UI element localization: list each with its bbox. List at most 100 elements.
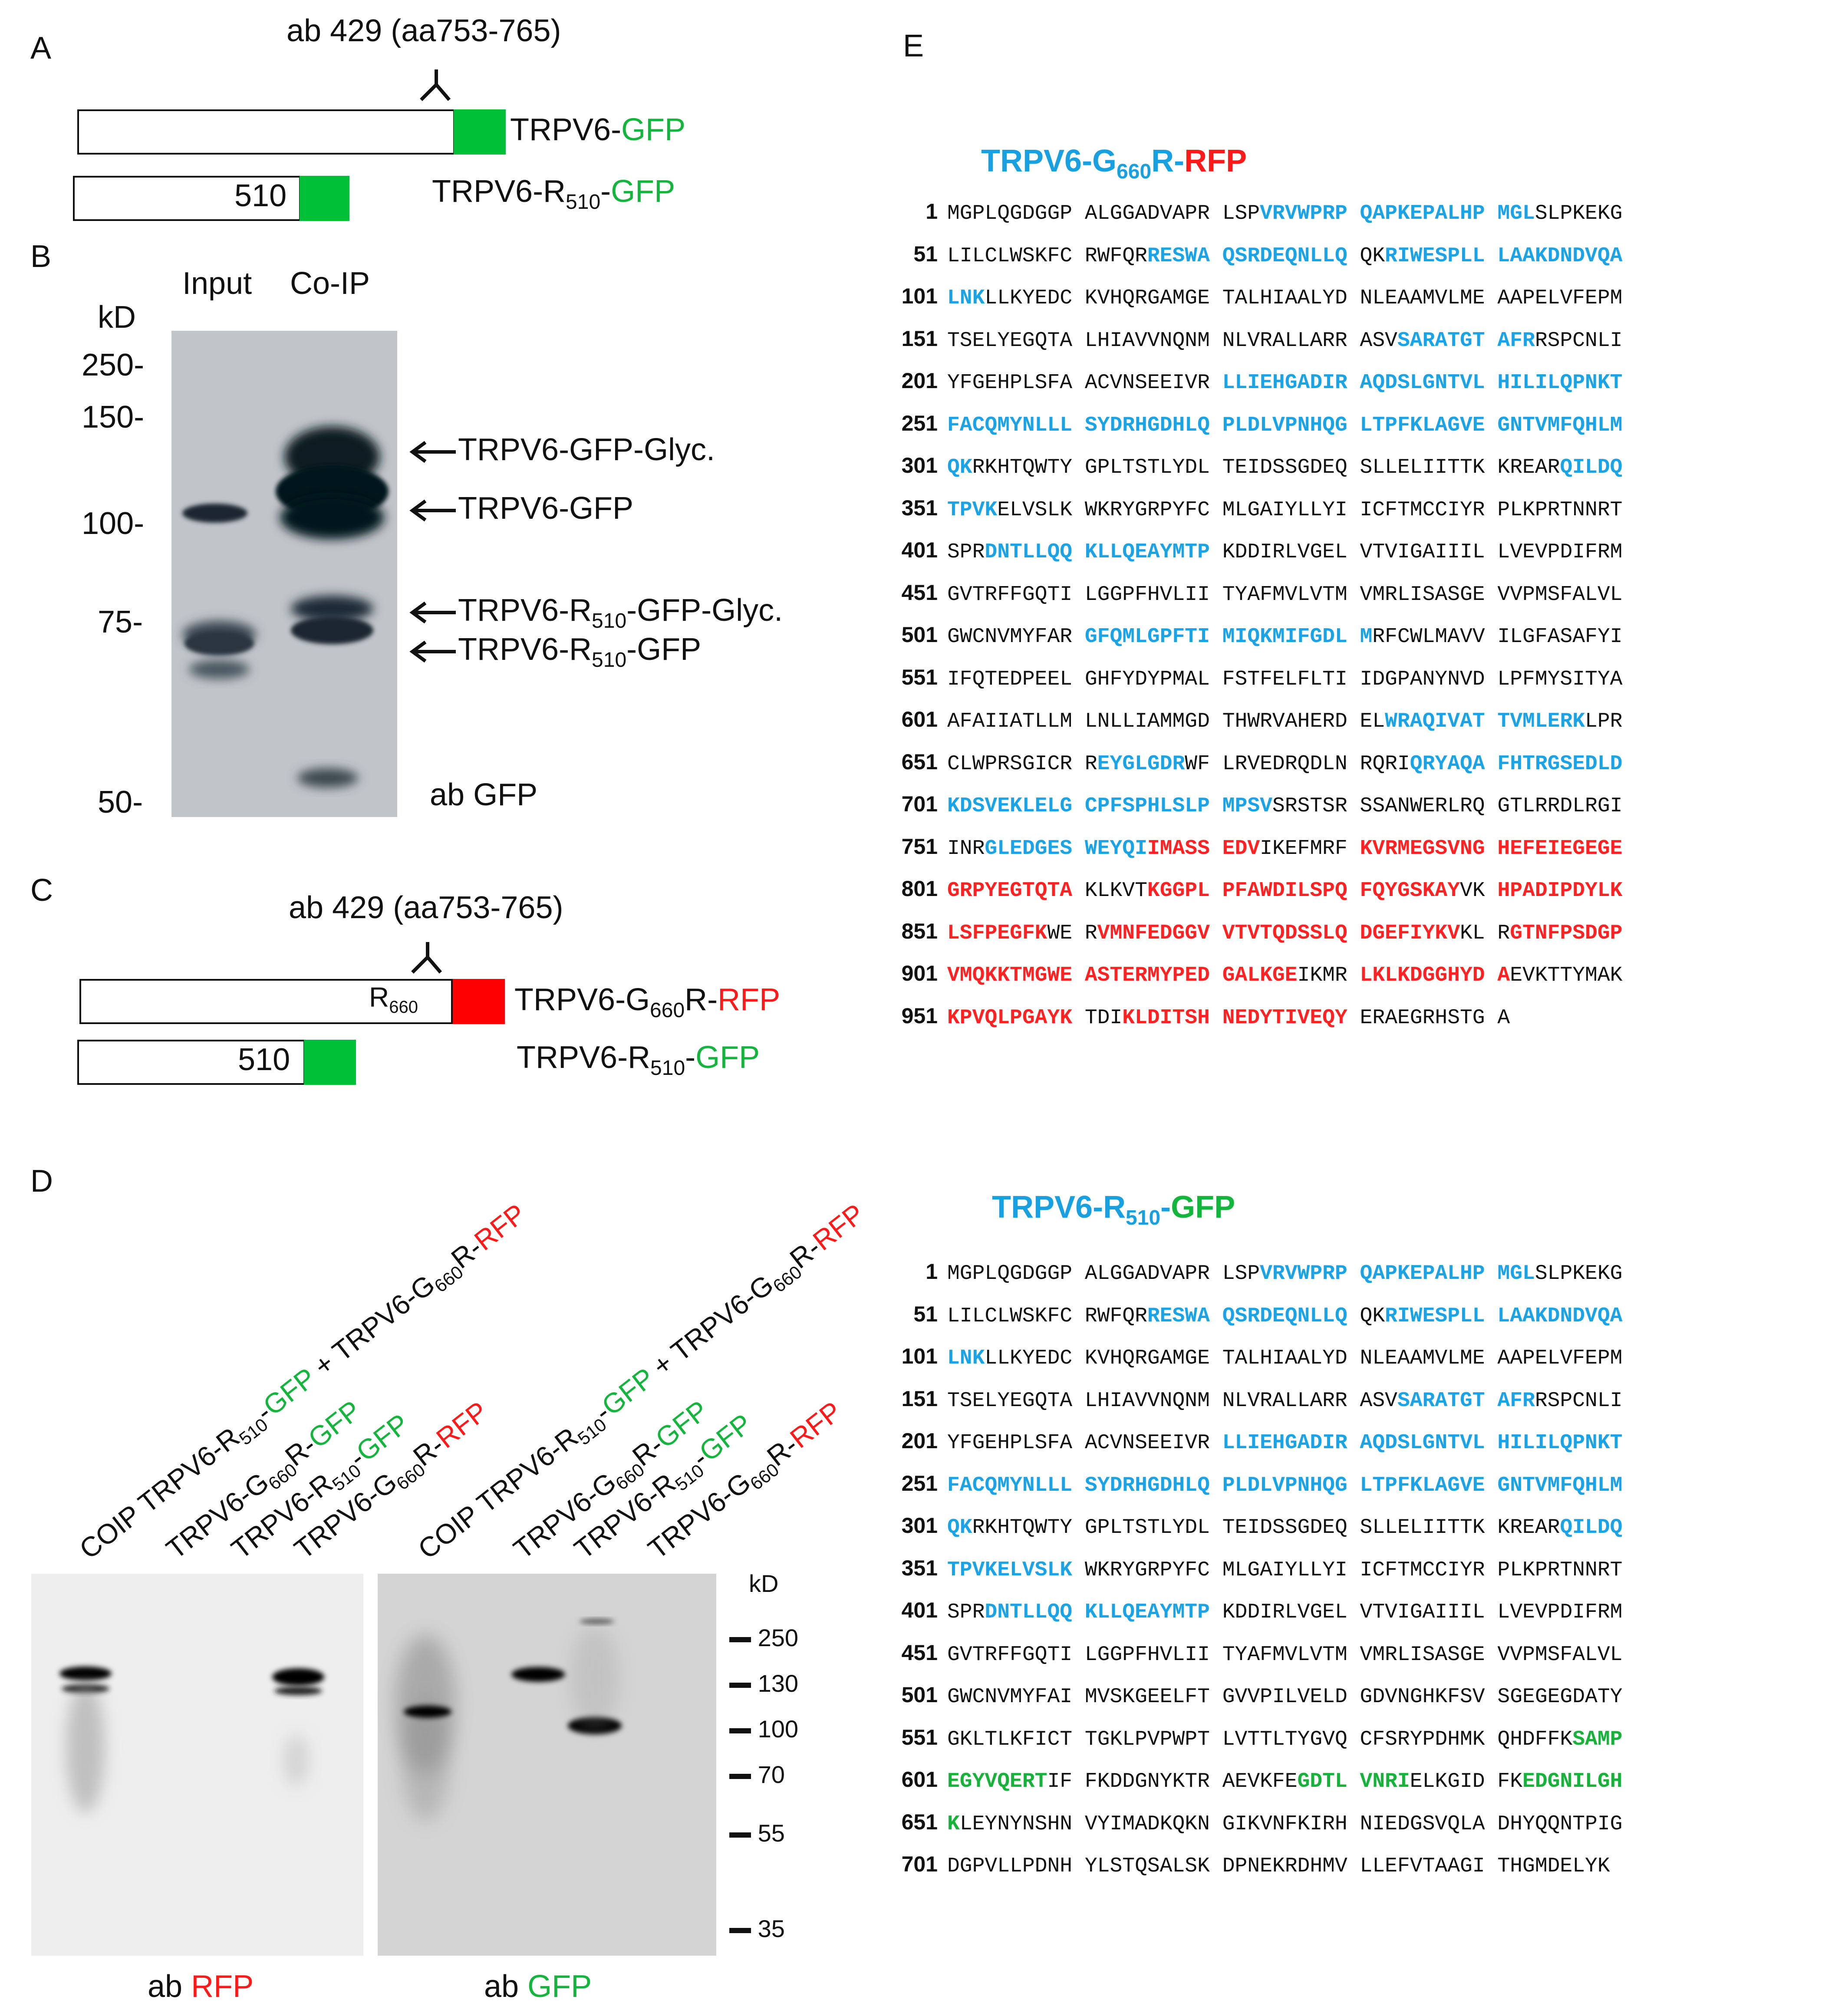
western-blot-rfp	[31, 1574, 363, 1956]
panel-a-letter: A	[30, 31, 52, 66]
panel-b-letter: B	[30, 239, 52, 274]
trpv6-r510-gfp-label: TRPV6-R510-GFP	[432, 174, 675, 214]
d-marker-70: 70	[729, 1760, 785, 1789]
sequence-row-text: MGPLQGDGGP ALGGADVAPR LSPVRVWPRP QAPKEPA…	[947, 1262, 1623, 1285]
sequence-row-text: GVTRFFGQTI LGGPFHVLII TYAFMVLVTM VMRLISA…	[947, 583, 1623, 606]
band-glyc-label: TRPV6-GFP-Glyc.	[406, 432, 715, 468]
arrow-icon	[409, 499, 456, 522]
sequence-row: 401 SPRDNTLLQQ KLLQEAYMTP KDDIRLVGEL VTVI…	[873, 537, 1623, 564]
position-510-label-c: 510	[238, 1042, 290, 1077]
sequence-row-text: GKLTLKFICT TGKLPVPWPT LVTTLTYGVQ CFSRYPD…	[947, 1727, 1623, 1751]
sequence-row: 601 EGYVQERTIF FKDDGNYKTR AEVKFEGDTL VNRI…	[873, 1767, 1623, 1793]
sequence-row-text: FACQMYNLLL SYDRHGDHLQ PLDLVPNHQG LTPFKLA…	[947, 413, 1623, 437]
marker-250: 250-	[82, 348, 145, 382]
sequence-row-number: 101	[901, 1344, 938, 1368]
position-510-label: 510	[234, 178, 287, 213]
sequence-row-text: GRPYEGTQTA KLKVTKGGPL PFAWDILSPQ FQYGSKA…	[947, 879, 1623, 903]
sequence-row-text: QKRKHTQWTY GPLTSTLYDL TEIDSSGDEQ SLLELII…	[947, 456, 1623, 479]
sequence-row-text: IFQTEDPEEL GHFYDYPMAL FSTFELFLTI IDGPANY…	[947, 667, 1623, 691]
sequence-row-text: YFGEHPLSFA ACVNSEEIVR LLIEHGADIR AQDSLGN…	[947, 371, 1623, 395]
sequence-row-text: LILCLWSKFC RWFQRRESWA QSRDEQNLLQ QKRIWES…	[947, 1304, 1623, 1328]
sequence-row-number: 1	[926, 1259, 938, 1284]
sequence-row-number: 951	[901, 1003, 938, 1028]
sequence-row-number: 851	[901, 919, 938, 943]
sequence-row-text: SPRDNTLLQQ KLLQEAYMTP KDDIRLVGEL VTVIGAI…	[947, 1601, 1623, 1624]
marker-50: 50-	[98, 785, 143, 820]
sequence-row: 201 YFGEHPLSFA ACVNSEEIVR LLIEHGADIR AQDS…	[873, 1428, 1623, 1455]
sequence-row-number: 201	[901, 1429, 938, 1453]
band-r510-glyc-label: TRPV6-R510-GFP-Glyc.	[406, 593, 783, 633]
sequence-row: 751 INRGLEDGES WEYQIIMASS EDVIKEFMRF KVRM…	[873, 834, 1623, 860]
trpv6-r510-gfp-bar	[73, 176, 301, 221]
sequence-row: 551 IFQTEDPEEL GHFYDYPMAL FSTFELFLTI IDGP…	[873, 665, 1623, 691]
sequence-row-text: YFGEHPLSFA ACVNSEEIVR LLIEHGADIR AQDSLGN…	[947, 1431, 1623, 1455]
sequence-row-text: INRGLEDGES WEYQIIMASS EDVIKEFMRF KVRMEGS…	[947, 837, 1623, 860]
sequence-row: 51 LILCLWSKFC RWFQRRESWA QSRDEQNLLQ QKRIW…	[873, 241, 1622, 268]
sequence-row: 301 QKRKHTQWTY GPLTSTLYDL TEIDSSGDEQ SLLE…	[873, 453, 1623, 479]
sequence-row: 451 GVTRFFGQTI LGGPFHVLII TYAFMVLVTM VMRL…	[873, 1640, 1623, 1667]
sequence-row: 151 TSELYEGQTA LHIAVVNQNM NLVRALLARR ASVS…	[873, 326, 1623, 353]
sequence-row-text: QKRKHTQWTY GPLTSTLYDL TEIDSSGDEQ SLLELII…	[947, 1516, 1623, 1539]
sequence-row-number: 651	[901, 1809, 938, 1834]
sequence-row: 651 KLEYNYNSHN VYIMADKQKN GIKVNFKIRH NIED…	[873, 1809, 1623, 1836]
sequence-row-number: 501	[901, 623, 938, 647]
sequence-row-text: CLWPRSGICR REYGLGDRWF LRVEDRQDLN RQRIQRY…	[947, 752, 1623, 776]
sequence-row: 1 MGPLQGDGGP ALGGADVAPR LSPVRVWPRP QAPKEP…	[873, 199, 1622, 225]
panel-d-letter: D	[30, 1164, 53, 1199]
d-marker-35: 35	[729, 1914, 785, 1943]
trpv6-gfp-bar	[77, 109, 455, 155]
sequence-row-number: 651	[901, 749, 938, 774]
sequence-row-number: 301	[901, 1513, 938, 1538]
sequence-row: 701 DGPVLLPDNH YLSTQSALSK DPNEKRDHMV LLEF…	[873, 1852, 1610, 1878]
sequence-row-text: KPVQLPGAYK TDIKLDITSH NEDYTIVEQY ERAEGRH…	[947, 1006, 1510, 1030]
sequence-row-number: 601	[901, 1767, 938, 1792]
panel-e-letter: E	[903, 29, 924, 63]
sequence-row-number: 351	[901, 1555, 938, 1580]
seq1-title: TRPV6-G660R-RFP	[981, 144, 1247, 183]
sequence-row-text: KDSVEKLELG CPFSPHLSLP MPSVSRSTSR SSANWER…	[947, 794, 1623, 818]
rfp-tag-box	[453, 979, 505, 1024]
sequence-row: 551 GKLTLKFICT TGKLPVPWPT LVTTLTYGVQ CFSR…	[873, 1725, 1623, 1751]
sequence-row: 801 GRPYEGTQTA KLKVTKGGPL PFAWDILSPQ FQYG…	[873, 876, 1623, 903]
panel-b-antibody: ab GFP	[430, 778, 538, 812]
arrow-icon	[409, 441, 456, 463]
sequence-row-text: TSELYEGQTA LHIAVVNQNM NLVRALLARR ASVSARA…	[947, 329, 1623, 353]
sequence-row-number: 151	[901, 1386, 938, 1411]
sequence-row-number: 251	[901, 1471, 938, 1496]
sequence-row-text: LSFPEGFKWE RVMNFEDGGV VTVTQDSSLQ DGEFIYK…	[947, 921, 1623, 945]
sequence-row-text: TPVKELVSLK WKRYGRPYFC MLGAIYLLYI ICFTMCC…	[947, 1558, 1623, 1582]
kd-label-d: kD	[749, 1570, 779, 1597]
sequence-row-number: 1	[926, 199, 938, 224]
d-marker-55: 55	[729, 1819, 785, 1847]
sequence-row-text: GVTRFFGQTI LGGPFHVLII TYAFMVLVTM VMRLISA…	[947, 1643, 1623, 1667]
d-marker-100: 100	[729, 1715, 798, 1743]
western-blot-b	[171, 331, 397, 817]
trpv6-gfp-label: TRPV6-GFP	[510, 112, 686, 147]
sequence-row: 251 FACQMYNLLL SYDRHGDHLQ PLDLVPNHQG LTPF…	[873, 411, 1623, 437]
sequence-row-text: TSELYEGQTA LHIAVVNQNM NLVRALLARR ASVSARA…	[947, 1389, 1623, 1413]
sequence-row: 351 TPVKELVSLK WKRYGRPYFC MLGAIYLLYI ICFT…	[873, 1555, 1623, 1582]
sequence-row-text: AFAIIATLLM LNLLIAMMGD THWRVAHERD ELWRAQI…	[947, 710, 1623, 733]
sequence-row: 901 VMQKKTMGWE ASTERMYPED GALKGEIKMR LKLK…	[873, 961, 1623, 987]
r660-label: R660	[369, 982, 418, 1017]
sequence-row-text: TPVKELVSLK WKRYGRPYFC MLGAIYLLYI ICFTMCC…	[947, 498, 1623, 522]
antibody-symbol-c	[411, 942, 442, 974]
sequence-row: 851 LSFPEGFKWE RVMNFEDGGV VTVTQDSSLQ DGEF…	[873, 919, 1623, 945]
sequence-row: 401 SPRDNTLLQQ KLLQEAYMTP KDDIRLVGEL VTVI…	[873, 1598, 1623, 1624]
sequence-row: 601 AFAIIATLLM LNLLIAMMGD THWRVAHERD ELWR…	[873, 707, 1623, 733]
sequence-row-number: 701	[901, 1852, 938, 1876]
sequence-row-text: LILCLWSKFC RWFQRRESWA QSRDEQNLLQ QKRIWES…	[947, 244, 1623, 268]
sequence-row-number: 451	[901, 1640, 938, 1665]
sequence-row: 351 TPVKELVSLK WKRYGRPYFC MLGAIYLLYI ICFT…	[873, 495, 1623, 522]
sequence-row-number: 151	[901, 326, 938, 351]
band-r510-gfp-label: TRPV6-R510-GFP	[406, 632, 701, 672]
marker-100: 100-	[82, 506, 145, 541]
sequence-row: 651 CLWPRSGICR REYGLGDRWF LRVEDRQDLN RQRI…	[873, 749, 1623, 776]
trpv6-g660r-rfp-label: TRPV6-G660R-RFP	[514, 982, 781, 1022]
sequence-row-number: 401	[901, 538, 938, 562]
d-marker-130: 130	[729, 1669, 798, 1697]
gfp-tag-box	[454, 109, 506, 155]
sequence-row-number: 601	[901, 707, 938, 731]
sequence-row-number: 451	[901, 580, 938, 605]
sequence-row-number: 351	[901, 495, 938, 520]
